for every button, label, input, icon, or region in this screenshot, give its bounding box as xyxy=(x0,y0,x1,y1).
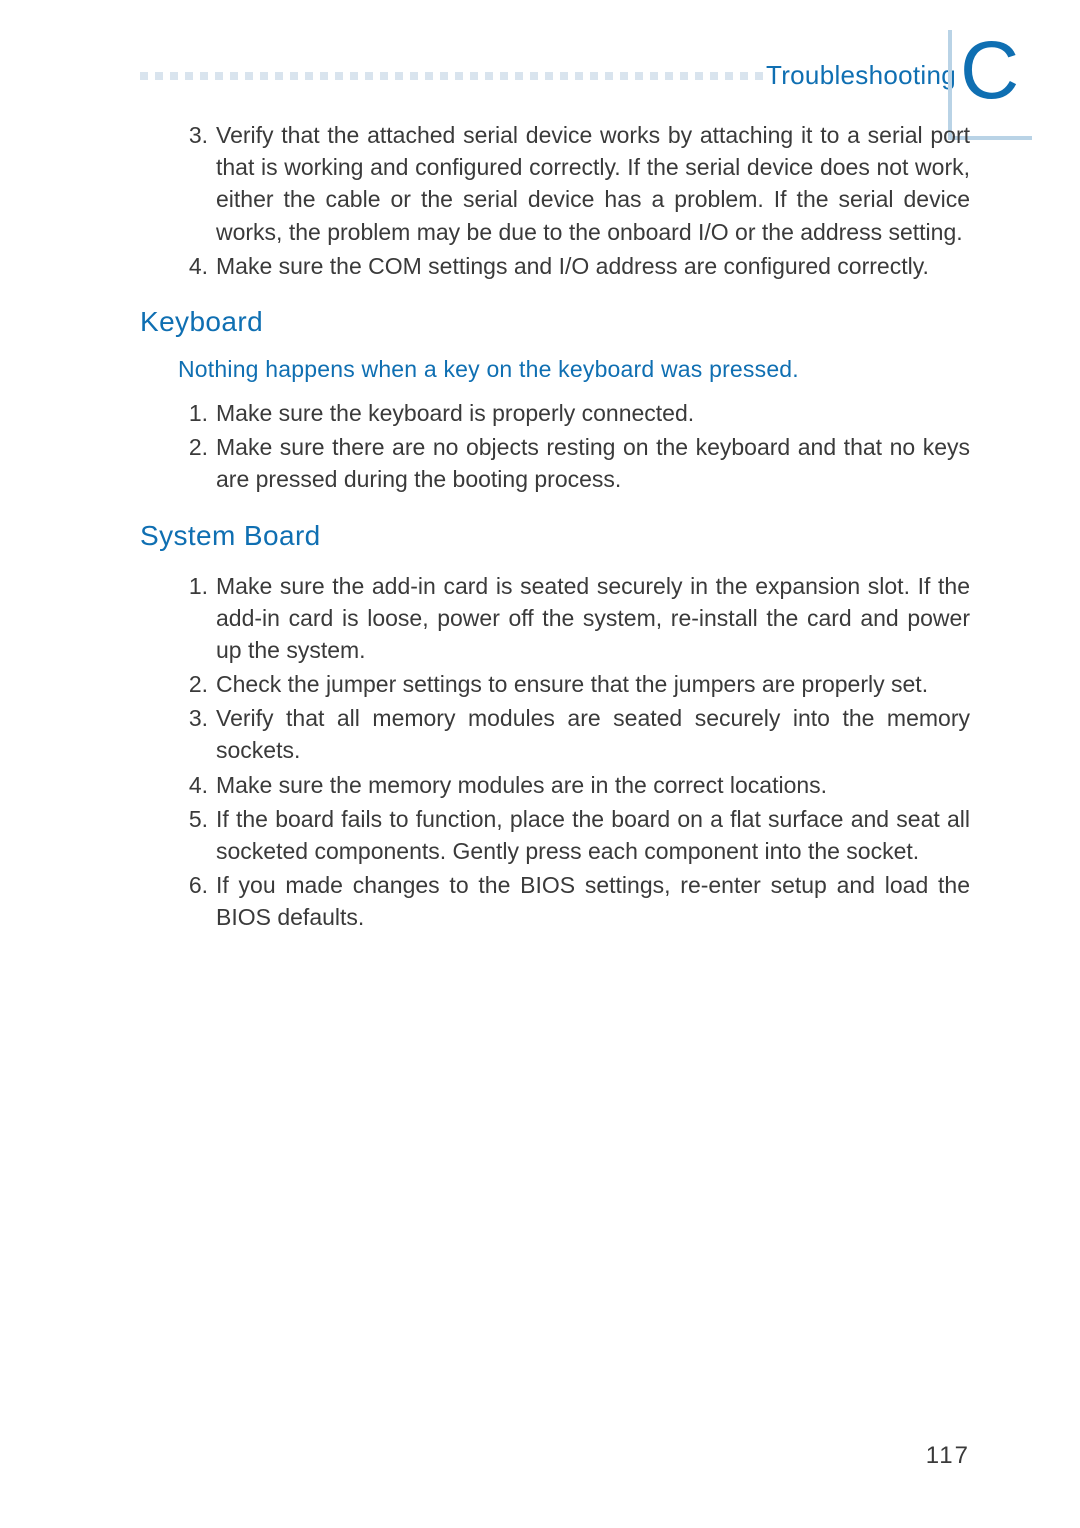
section-heading: System Board xyxy=(140,520,970,552)
list-item: 4. Make sure the COM settings and I/O add… xyxy=(178,250,970,282)
corner-letter: C xyxy=(960,24,1019,118)
list-item: 3.Verify that all memory modules are sea… xyxy=(178,702,970,766)
list-item-text: Verify that all memory modules are seate… xyxy=(216,705,970,763)
list-item-number: 3. xyxy=(178,702,208,734)
list-item-text: Make sure the keyboard is properly conne… xyxy=(216,400,694,426)
page-number: 117 xyxy=(926,1442,970,1470)
list-item-text: Make sure the memory modules are in the … xyxy=(216,772,827,798)
list-item-number: 5. xyxy=(178,803,208,835)
list-item: 5.If the board fails to function, place … xyxy=(178,803,970,867)
list-item-number: 6. xyxy=(178,869,208,901)
list-item: 2. Check the jumper settings to ensure th… xyxy=(178,668,970,700)
section-list: 1.Make sure the add-in card is seated se… xyxy=(178,570,970,934)
list-item-number: 4. xyxy=(178,769,208,801)
list-item: 3.Verify that the attached serial device… xyxy=(178,119,970,248)
list-item: 2.Make sure there are no objects resting… xyxy=(178,431,970,495)
list-item-number: 3. xyxy=(178,119,208,151)
header-dots xyxy=(140,72,766,80)
section-heading: Keyboard xyxy=(140,306,970,338)
list-item-number: 4. xyxy=(178,250,208,282)
list-item-text: Verify that the attached serial device w… xyxy=(216,122,970,245)
list-item-text: Make sure the add-in card is seated secu… xyxy=(216,573,970,663)
list-item: 1. Make sure the keyboard is properly con… xyxy=(178,397,970,429)
list-item-text: Check the jumper settings to ensure that… xyxy=(216,671,928,697)
section-list: 1. Make sure the keyboard is properly con… xyxy=(178,397,970,496)
header-row: Troubleshooting xyxy=(140,60,970,91)
list-item: 6.If you made changes to the BIOS settin… xyxy=(178,869,970,933)
list-item-number: 1. xyxy=(178,570,208,602)
section-subhead: Nothing happens when a key on the keyboa… xyxy=(178,356,970,383)
intro-list: 3.Verify that the attached serial device… xyxy=(178,119,970,282)
list-item: 1.Make sure the add-in card is seated se… xyxy=(178,570,970,667)
list-item: 4. Make sure the memory modules are in th… xyxy=(178,769,970,801)
list-item-text: If you made changes to the BIOS settings… xyxy=(216,872,970,930)
list-item-number: 2. xyxy=(178,668,208,700)
list-item-text: Make sure the COM settings and I/O addre… xyxy=(216,253,929,279)
list-item-text: Make sure there are no objects resting o… xyxy=(216,434,970,492)
header-title: Troubleshooting xyxy=(766,60,956,91)
list-item-number: 2. xyxy=(178,431,208,463)
list-item-text: If the board fails to function, place th… xyxy=(216,806,970,864)
list-item-number: 1. xyxy=(178,397,208,429)
